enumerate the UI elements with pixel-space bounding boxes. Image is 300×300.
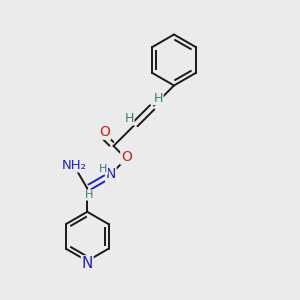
Text: H: H — [85, 190, 93, 200]
Text: N: N — [106, 167, 116, 182]
Text: H: H — [124, 112, 134, 125]
Text: NH₂: NH₂ — [62, 159, 87, 172]
Text: N: N — [82, 256, 93, 271]
Text: H: H — [99, 164, 107, 174]
Text: O: O — [100, 125, 111, 139]
Text: O: O — [121, 150, 132, 164]
Text: H: H — [154, 92, 163, 105]
